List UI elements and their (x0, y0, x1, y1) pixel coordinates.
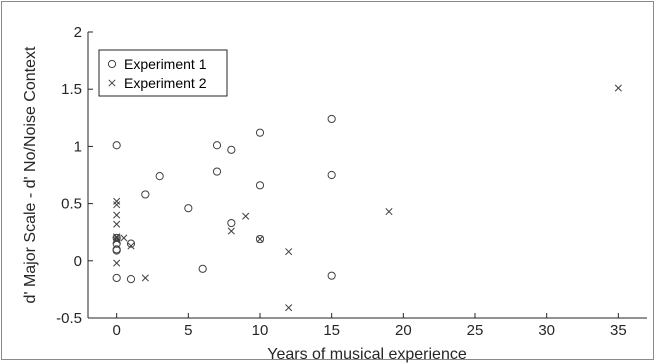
legend: Experiment 1 Experiment 2 (98, 49, 228, 97)
experiment-1-point (255, 128, 265, 137)
x-axis-ticks: 0 5 10 15 20 25 30 35 (112, 313, 627, 339)
legend-label-1: Experiment 1 (124, 56, 207, 72)
experiment-2-point (113, 201, 121, 209)
legend-box (98, 49, 228, 97)
experiment-1-point (184, 204, 193, 213)
experiment-1-point (141, 190, 150, 199)
y-tick-label: 1.5 (61, 81, 82, 98)
experiment-2-point (120, 234, 128, 242)
experiment-1-point (212, 167, 222, 176)
x-tick-label: 5 (184, 322, 192, 339)
y-tick-label: 2 (74, 24, 82, 41)
experiment-2-point (113, 236, 121, 244)
experiment-2-point (113, 220, 121, 228)
experiment-2-point (113, 259, 121, 267)
experiment-1-point (227, 145, 236, 154)
experiment-2-point (113, 234, 121, 242)
y-axis-label: d' Major Scale - d' No/Noise Context (22, 46, 39, 303)
y-tick-label: 0 (74, 253, 82, 270)
x-axis-label: Years of musical experience (267, 346, 467, 363)
legend-marker-2 (108, 79, 116, 87)
experiment-1-point (112, 141, 121, 150)
x-tick-label: 15 (323, 322, 340, 339)
x-tick-label: 25 (467, 322, 484, 339)
experiment-1-point (112, 233, 121, 243)
experiment-1-point (255, 181, 265, 190)
y-tick-label: 0.5 (61, 196, 82, 213)
experiment-2-point (113, 211, 121, 219)
experiment-1-point (327, 114, 336, 124)
experiment-2-point (127, 242, 135, 250)
y-tick-label: -0.5 (56, 310, 82, 327)
experiment-1-point (155, 172, 164, 181)
axes (87, 32, 647, 319)
x-tick-label: 10 (252, 322, 269, 339)
experiment-2-point (614, 84, 622, 92)
x-tick-label: 35 (610, 322, 627, 339)
experiment-2-point (227, 227, 235, 235)
legend-label-2: Experiment 2 (124, 75, 207, 91)
x-tick-label: 30 (538, 322, 555, 339)
experiment-2-point (256, 235, 264, 243)
experiment-1-point (212, 141, 222, 150)
experiment-2-point (385, 208, 393, 216)
experiment-1-point (112, 246, 121, 255)
experiment-2-point (242, 212, 250, 220)
experiment-2-point (285, 248, 293, 256)
experiment-1-point (112, 273, 121, 283)
x-tick-label: 20 (395, 322, 412, 339)
experiment-1-point (227, 218, 236, 228)
data-points (112, 84, 622, 312)
experiment-1-point (198, 264, 207, 273)
experiment-1-point (327, 170, 336, 180)
experiment-2-point (113, 197, 121, 205)
experiment-2-point (285, 304, 293, 312)
experiment-1-point (126, 239, 136, 248)
experiment-2-point (113, 233, 121, 241)
x-tick-label: 0 (112, 322, 120, 339)
legend-marker-1 (107, 59, 117, 69)
y-axis-ticks: -0.5 0 0.5 1 1.5 2 (56, 24, 93, 327)
experiment-1-point (126, 275, 136, 284)
experiment-2-point (141, 274, 149, 282)
y-tick-label: 1 (74, 138, 82, 155)
experiment-1-point (255, 234, 265, 244)
experiment-1-point (327, 271, 336, 280)
